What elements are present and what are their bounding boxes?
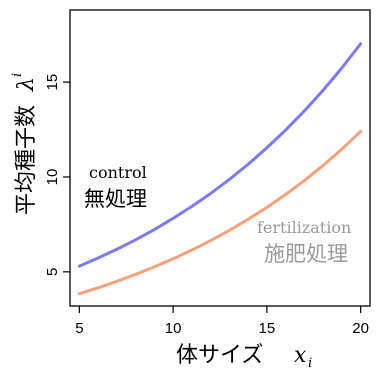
- annotation-fertilization-jp: 施肥処理: [264, 242, 348, 266]
- y-tick-label: 15: [44, 74, 61, 91]
- x-axis-variable: x: [294, 343, 307, 368]
- y-axis-subscript: i: [10, 73, 25, 77]
- x-tick-label: 15: [259, 320, 276, 337]
- plot-frame: [69, 9, 371, 307]
- annotation-control-en: control: [89, 163, 147, 182]
- y-axis-ticks: 5 10 15: [44, 74, 70, 276]
- y-axis-variable: λ: [14, 77, 39, 92]
- x-tick-label: 5: [75, 320, 83, 337]
- x-tick-label: 10: [165, 320, 182, 337]
- annotation-fertilization-en: fertilization: [257, 218, 351, 237]
- y-axis-title: 平均種子数 λ i: [10, 73, 39, 215]
- x-axis-subscript: i: [308, 356, 312, 371]
- y-tick-label: 10: [44, 169, 61, 186]
- series-line-fertilization: [77, 129, 363, 296]
- x-axis-label: 体サイズ: [176, 343, 263, 368]
- x-tick-label: 20: [352, 320, 369, 337]
- series-layer: [77, 42, 363, 296]
- y-tick-label: 5: [44, 268, 61, 276]
- series-line-control: [77, 42, 363, 268]
- annotation-control-jp: 無処理: [84, 187, 147, 211]
- x-axis-title: 体サイズ x i: [176, 343, 312, 371]
- y-axis-label: 平均種子数: [14, 105, 39, 215]
- x-axis-ticks: 5 10 15 20: [75, 306, 369, 337]
